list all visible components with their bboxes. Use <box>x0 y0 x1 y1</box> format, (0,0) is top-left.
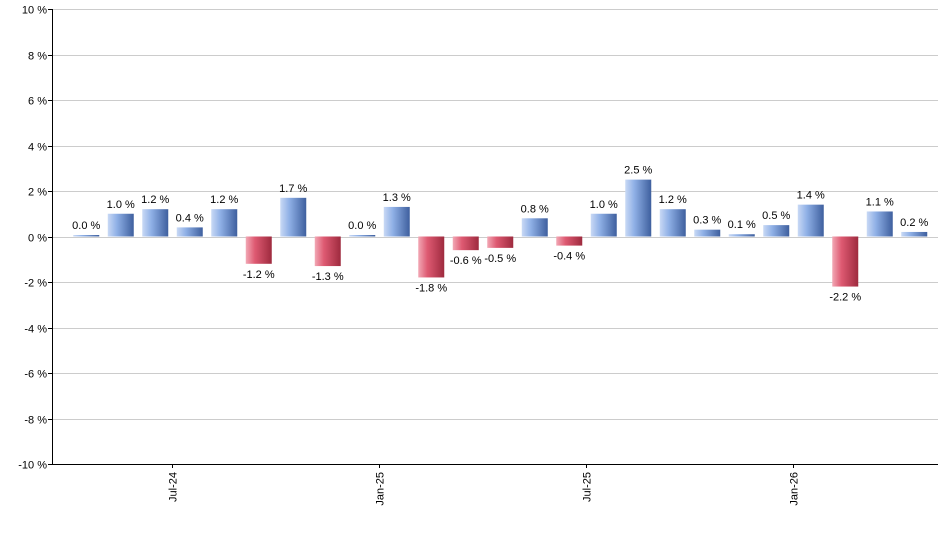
data-label: -1.8 % <box>415 282 447 294</box>
y-tick-label: 8 % <box>28 51 47 63</box>
data-label: 0.5 % <box>762 210 790 222</box>
data-label: 2.5 % <box>624 165 652 177</box>
y-tick-label: -8 % <box>24 415 47 427</box>
bar <box>245 236 272 264</box>
data-label: 0.2 % <box>900 217 928 229</box>
bar <box>590 213 617 237</box>
bar <box>280 197 307 237</box>
bar <box>901 231 928 237</box>
data-label: 1.3 % <box>383 192 411 204</box>
bar <box>556 236 583 246</box>
bar <box>866 211 893 237</box>
bar <box>211 209 238 237</box>
y-tick-label: -10 % <box>18 460 47 472</box>
bar <box>383 206 410 237</box>
x-tick-label: Jul-24 <box>168 472 180 502</box>
data-label: 0.4 % <box>176 212 204 224</box>
y-tick-label: 2 % <box>28 187 47 199</box>
data-label: 1.7 % <box>279 183 307 195</box>
x-tick-label: Jul-25 <box>582 472 594 502</box>
data-label: 0.3 % <box>693 215 721 227</box>
bar <box>314 236 341 267</box>
bar <box>728 234 755 237</box>
x-tick-label: Jan-26 <box>789 472 801 506</box>
data-label: -1.3 % <box>312 271 344 283</box>
bar <box>176 227 203 237</box>
data-label: 1.2 % <box>141 194 169 206</box>
data-label: -1.2 % <box>243 269 275 281</box>
bar <box>797 204 824 237</box>
data-label: 1.0 % <box>590 199 618 211</box>
bar <box>832 236 859 287</box>
data-label: 1.2 % <box>210 194 238 206</box>
bar <box>418 236 445 278</box>
y-tick-label: -2 % <box>24 278 47 290</box>
bar <box>659 209 686 237</box>
bar <box>487 236 514 248</box>
data-label: 0.0 % <box>348 220 376 232</box>
y-tick-label: 4 % <box>28 142 47 154</box>
bar <box>763 225 790 237</box>
bar <box>107 213 134 237</box>
data-label: 1.1 % <box>866 196 894 208</box>
data-label: 1.2 % <box>659 194 687 206</box>
data-label: 1.0 % <box>107 199 135 211</box>
data-label: -0.6 % <box>450 255 482 267</box>
bar <box>349 235 376 237</box>
data-label: -2.2 % <box>829 292 861 304</box>
data-label: 0.0 % <box>72 220 100 232</box>
data-label: 0.8 % <box>521 203 549 215</box>
bar <box>625 179 652 237</box>
data-label: -0.5 % <box>484 253 516 265</box>
y-tick-label: 10 % <box>22 5 47 17</box>
data-labels: 0.0 % 1.0 % 1.2 % 0.4 % 1.2 % -1.2 % 1.7 % -1.3… <box>72 165 928 304</box>
bar <box>694 229 721 237</box>
data-label: -0.4 % <box>553 251 585 263</box>
y-tick-label: -4 % <box>24 324 47 336</box>
bar <box>521 218 548 237</box>
y-tick-label: -6 % <box>24 369 47 381</box>
y-tick-label: 0 % <box>28 233 47 245</box>
x-tick-label: Jan-25 <box>375 472 387 506</box>
y-tick-label: 6 % <box>28 96 47 108</box>
data-label: 1.4 % <box>797 190 825 202</box>
bars <box>73 179 928 287</box>
data-label: 0.1 % <box>728 219 756 231</box>
bar <box>73 235 100 237</box>
bar <box>452 236 479 251</box>
bar <box>142 209 169 237</box>
axes: 10 % 8 % 6 % 4 % 2 % 0 % -2 % -4 % -6 % -8 % -10 %… <box>18 5 938 506</box>
